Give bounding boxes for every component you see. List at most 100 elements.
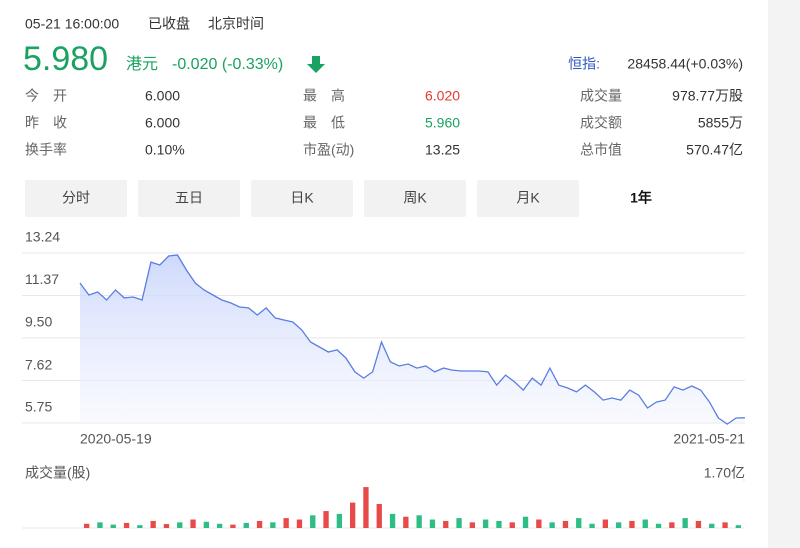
volume-bar bbox=[110, 524, 116, 528]
currency: 港元 bbox=[126, 55, 158, 73]
stat-value: 5855万 bbox=[698, 115, 743, 131]
volume-bar bbox=[682, 518, 688, 528]
change: -0.020 (-0.33%) bbox=[172, 56, 283, 73]
volume-bar bbox=[562, 520, 569, 528]
index-value: 28458.44(+0.03%) bbox=[627, 56, 743, 72]
price: 5.980 bbox=[23, 40, 108, 78]
stat-label: 今开 bbox=[25, 88, 81, 104]
volume-bar bbox=[509, 522, 515, 528]
tab-label[interactable]: 五日 bbox=[175, 190, 203, 206]
y-tick-label: 11.37 bbox=[25, 271, 59, 287]
stat-value: 570.47亿 bbox=[686, 142, 743, 158]
volume-title: 成交量(股) bbox=[25, 465, 90, 481]
tab-label[interactable]: 日K bbox=[290, 190, 314, 206]
index-label[interactable]: 恒指: bbox=[568, 56, 600, 72]
stat-label: 成交额 bbox=[580, 115, 622, 131]
volume-bar bbox=[669, 522, 675, 528]
volume-bar bbox=[123, 522, 130, 528]
stat-value: 6.000 bbox=[145, 88, 180, 104]
volume-bar bbox=[722, 522, 728, 528]
tab[interactable] bbox=[364, 180, 466, 217]
y-tick-label: 1.70亿 bbox=[704, 465, 745, 481]
volume-bar bbox=[522, 516, 529, 528]
volume-bar bbox=[137, 525, 143, 528]
tab-label[interactable]: 分时 bbox=[62, 190, 90, 206]
stat-value: 6.020 bbox=[425, 88, 460, 104]
stat-label: 市盈(动) bbox=[303, 142, 354, 158]
price-line bbox=[79, 254, 746, 425]
volume-chart: 成交量(股) 1.70亿 bbox=[22, 465, 745, 529]
volume-bar bbox=[695, 520, 702, 528]
volume-bar bbox=[602, 519, 609, 528]
tab[interactable] bbox=[251, 180, 353, 217]
volume-bar bbox=[429, 519, 436, 528]
volume-bar bbox=[150, 520, 156, 528]
volume-bar bbox=[496, 520, 502, 528]
volume-bar bbox=[642, 519, 648, 528]
volume-bar bbox=[256, 520, 263, 528]
tab[interactable] bbox=[477, 180, 579, 217]
price-chart: 13.24 11.37 9.50 7.62 5.75 2020-05-19 2021-05-… bbox=[22, 229, 745, 447]
volume-bar bbox=[283, 518, 289, 528]
volume-bar bbox=[709, 523, 715, 528]
tab[interactable] bbox=[25, 180, 127, 217]
tab[interactable] bbox=[138, 180, 240, 217]
volume-bar bbox=[349, 502, 356, 528]
volume-bar bbox=[482, 519, 489, 528]
x-tick-label: 2020-05-19 bbox=[80, 431, 152, 447]
stat-value: 0.10% bbox=[145, 142, 185, 158]
volume-bar bbox=[203, 521, 210, 528]
stat-label: 最低 bbox=[303, 115, 359, 131]
volume-bar bbox=[376, 504, 382, 528]
tab-label[interactable]: 1年 bbox=[630, 190, 652, 206]
volume-bar bbox=[310, 515, 316, 528]
volume-bar bbox=[549, 522, 555, 528]
volume-bar bbox=[243, 522, 249, 528]
down-arrow bbox=[307, 56, 325, 73]
volume-bar bbox=[576, 518, 582, 528]
volume-bar bbox=[270, 522, 276, 528]
y-tick-label: 7.62 bbox=[25, 356, 52, 372]
y-tick-label: 5.75 bbox=[25, 399, 52, 415]
volume-bar bbox=[416, 515, 422, 528]
volume-bar bbox=[735, 525, 742, 528]
volume-bar bbox=[296, 519, 303, 528]
volume-bar bbox=[230, 524, 236, 528]
volume-bar bbox=[177, 522, 183, 528]
volume-bar bbox=[363, 487, 369, 528]
tab-label[interactable]: 月K bbox=[516, 190, 540, 206]
volume-bar bbox=[97, 522, 103, 528]
stat-label: 换手率 bbox=[25, 142, 67, 158]
zone: 北京时间 bbox=[208, 16, 264, 32]
volume-bar bbox=[336, 513, 343, 528]
volume-bar bbox=[536, 519, 542, 528]
stat-value: 6.000 bbox=[145, 115, 180, 131]
volume-bar bbox=[655, 523, 662, 528]
volume-bar bbox=[216, 523, 223, 528]
x-tick-label: 2021-05-21 bbox=[673, 431, 745, 447]
y-tick-label: 13.24 bbox=[25, 229, 60, 245]
tab[interactable] bbox=[590, 180, 692, 217]
volume-bar bbox=[163, 524, 170, 528]
volume-bar bbox=[403, 516, 409, 528]
tabs: 分时 五日 日K 周K 月K 1年 bbox=[25, 180, 692, 217]
stat-value: 13.25 bbox=[425, 142, 460, 158]
side-panel bbox=[768, 0, 800, 548]
stat-label: 昨收 bbox=[25, 115, 81, 131]
stat-label: 成交量 bbox=[580, 88, 622, 104]
volume-bar bbox=[629, 520, 635, 528]
volume-bar bbox=[443, 520, 449, 528]
stat-label: 最高 bbox=[303, 88, 359, 104]
volume-bar bbox=[456, 518, 462, 528]
y-tick-label: 9.50 bbox=[25, 314, 52, 330]
stat-value: 978.77万股 bbox=[672, 88, 743, 104]
status: 已收盘 bbox=[148, 16, 190, 32]
volume-bar bbox=[615, 522, 622, 528]
tab-label[interactable]: 周K bbox=[403, 190, 427, 206]
volume-bar bbox=[589, 523, 595, 528]
volume-bar bbox=[469, 522, 476, 528]
time: 05-21 16:00:00 bbox=[25, 16, 119, 32]
volume-bar bbox=[323, 511, 329, 528]
